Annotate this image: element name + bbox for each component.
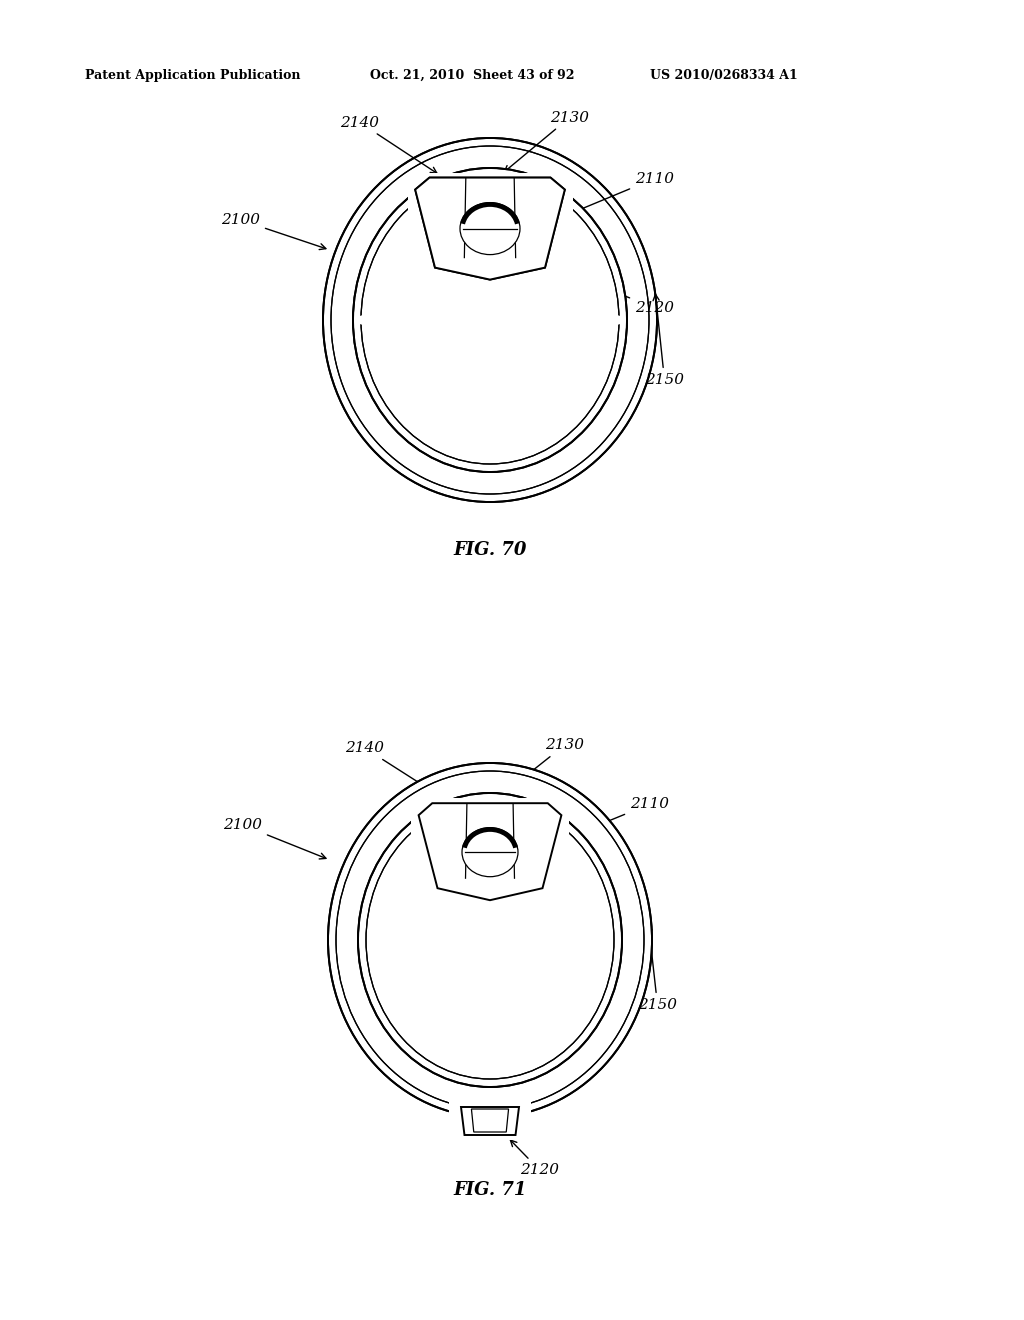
Polygon shape — [408, 173, 572, 273]
Polygon shape — [412, 799, 568, 894]
Ellipse shape — [336, 771, 644, 1109]
Text: US 2010/0268334 A1: US 2010/0268334 A1 — [650, 69, 798, 82]
Polygon shape — [415, 178, 565, 280]
Text: Oct. 21, 2010  Sheet 43 of 92: Oct. 21, 2010 Sheet 43 of 92 — [370, 69, 574, 82]
Text: 2130: 2130 — [499, 738, 584, 797]
Ellipse shape — [323, 139, 657, 502]
Ellipse shape — [328, 763, 652, 1117]
Ellipse shape — [366, 801, 614, 1078]
Polygon shape — [419, 803, 561, 900]
Ellipse shape — [355, 305, 625, 335]
Text: 2110: 2110 — [524, 797, 669, 857]
Text: 2140: 2140 — [345, 742, 444, 799]
Polygon shape — [471, 1109, 509, 1133]
Text: 2150: 2150 — [638, 924, 677, 1012]
Ellipse shape — [462, 828, 518, 876]
Ellipse shape — [353, 168, 627, 473]
Text: 2110: 2110 — [526, 172, 674, 232]
Ellipse shape — [361, 176, 618, 465]
Text: 2100: 2100 — [223, 818, 326, 859]
Polygon shape — [450, 1102, 530, 1140]
Text: FIG. 71: FIG. 71 — [454, 1181, 526, 1199]
Text: 2100: 2100 — [221, 213, 326, 249]
Text: FIG. 70: FIG. 70 — [454, 541, 526, 558]
Ellipse shape — [460, 202, 520, 255]
Ellipse shape — [358, 793, 622, 1086]
Text: 2150: 2150 — [645, 294, 684, 387]
Text: 2140: 2140 — [341, 116, 437, 173]
Polygon shape — [415, 178, 565, 280]
Text: 2120: 2120 — [510, 1140, 559, 1177]
Polygon shape — [461, 1107, 519, 1135]
Text: 2130: 2130 — [505, 111, 589, 172]
Text: Patent Application Publication: Patent Application Publication — [85, 69, 300, 82]
Ellipse shape — [331, 147, 649, 494]
Text: 2120: 2120 — [544, 264, 674, 314]
